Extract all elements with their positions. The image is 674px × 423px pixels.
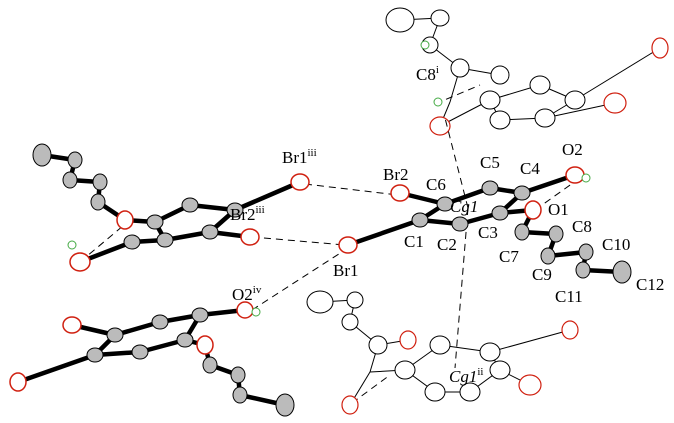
- atom-label: C9: [532, 265, 552, 284]
- atom-name: C6: [426, 175, 446, 194]
- atom-label: Br2iii: [230, 204, 265, 224]
- atom-name: Br2: [230, 205, 256, 224]
- atom-label: Br1iii: [282, 147, 317, 167]
- atom-name: Cg1: [450, 197, 478, 216]
- atom-name: Cg1: [449, 367, 477, 386]
- atom-name: C4: [520, 159, 540, 178]
- atom-label: C11: [555, 287, 583, 306]
- atom-label: C5: [480, 153, 500, 172]
- atom-name: C1: [404, 232, 424, 251]
- atom-label: Cg1: [450, 197, 478, 216]
- ghost-molecule-bottom: [307, 291, 578, 414]
- atom-name: C8: [572, 217, 592, 236]
- atom-name: C9: [532, 265, 552, 284]
- atom-name: O2: [232, 285, 253, 304]
- atom-name: C11: [555, 287, 583, 306]
- atom-name: C5: [480, 153, 500, 172]
- crystal-diagram: Br1iiiBr2C6C5C4O2Cg1Br2iiiC1C2C3O1C8C7C1…: [0, 0, 674, 423]
- atom-label: C2: [437, 235, 457, 254]
- atom-name: Br1: [333, 261, 359, 280]
- symmetry-code: iv: [253, 284, 262, 296]
- atom-name: C2: [437, 235, 457, 254]
- atom-name: C10: [602, 235, 630, 254]
- contacts: [80, 118, 580, 368]
- atom-label: C3: [478, 223, 498, 242]
- atom-label: C4: [520, 159, 540, 178]
- atom-label: O1: [548, 200, 569, 219]
- atom-label: O2: [562, 140, 583, 159]
- atom-label: C1: [404, 232, 424, 251]
- atom-label: C6: [426, 175, 446, 194]
- atom-label: C8i: [416, 64, 439, 84]
- atom-name: C3: [478, 223, 498, 242]
- atom-label: C7: [499, 247, 519, 266]
- symmetry-code: iii: [308, 147, 317, 159]
- atom-name: Br1: [282, 148, 308, 167]
- symmetry-code: ii: [477, 366, 483, 378]
- atom-label: C10: [602, 235, 630, 254]
- atom-label: C8: [572, 217, 592, 236]
- molecule-left-top: [33, 144, 309, 271]
- atom-name: O2: [562, 140, 583, 159]
- atom-name: O1: [548, 200, 569, 219]
- atom-name: C7: [499, 247, 519, 266]
- atom-name: Br2: [383, 165, 409, 184]
- atom-label: O2iv: [232, 284, 262, 304]
- symmetry-code: iii: [256, 204, 265, 216]
- atom-label: Cg1ii: [449, 366, 483, 386]
- molecule-left-bottom: [10, 302, 294, 416]
- symmetry-code: i: [436, 64, 439, 76]
- atom-name: C12: [636, 275, 664, 294]
- atom-label: Br2: [383, 165, 409, 184]
- atom-label: C12: [636, 275, 664, 294]
- atom-name: C8: [416, 65, 436, 84]
- atom-label: Br1: [333, 261, 359, 280]
